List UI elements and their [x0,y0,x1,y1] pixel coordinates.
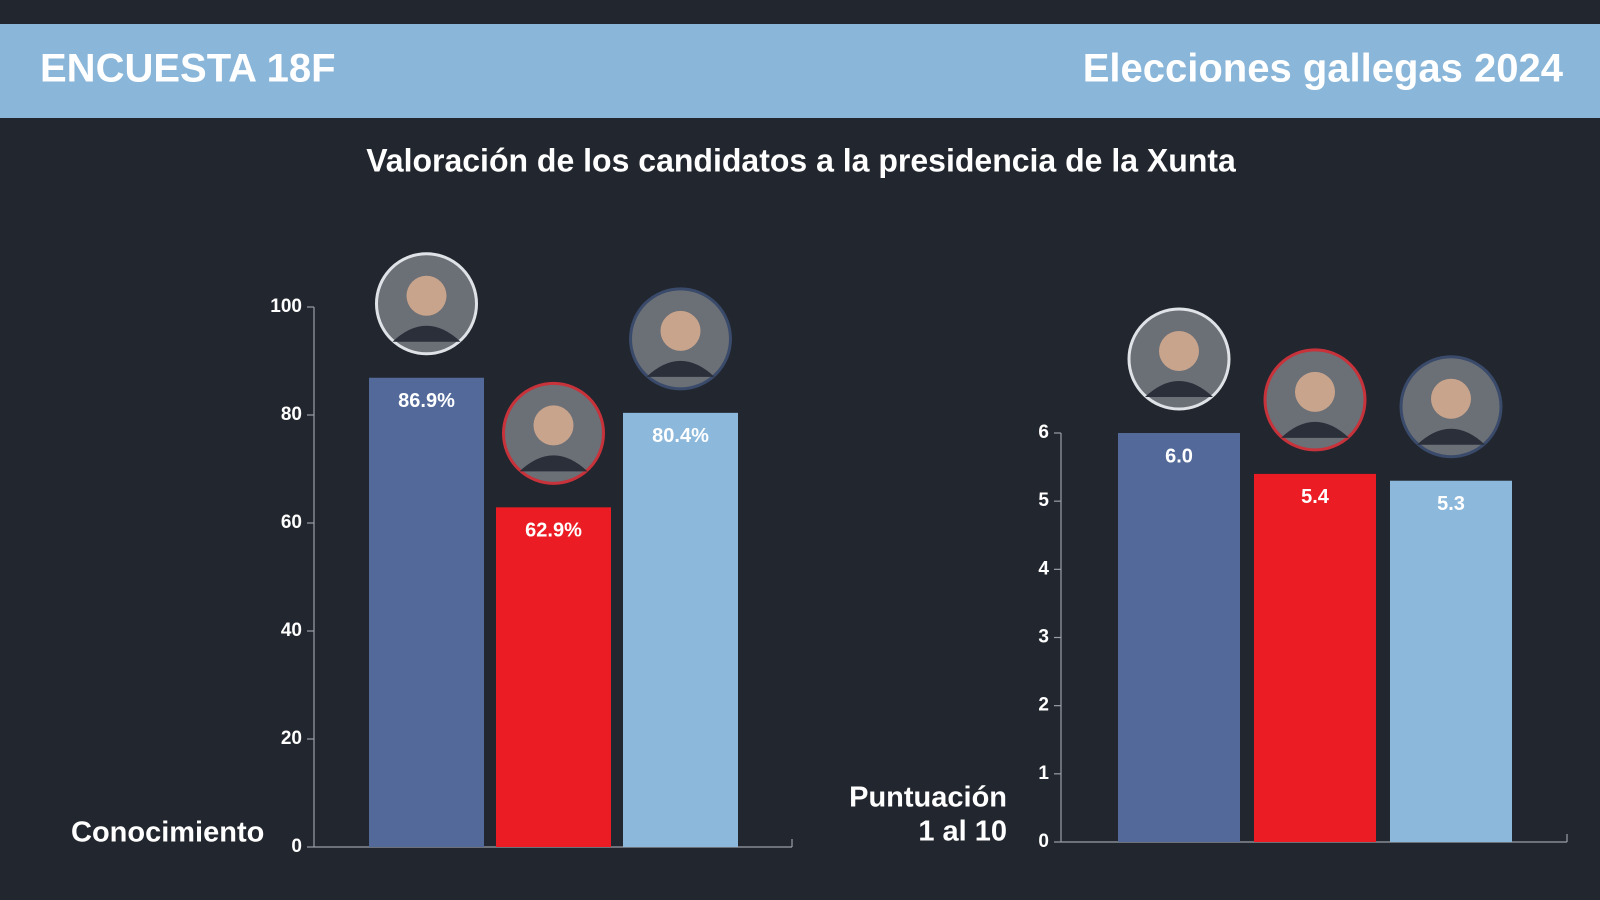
chart-title: Valoración de los candidatos a la presid… [366,142,1236,178]
y-tick-label: 100 [270,296,302,317]
header-right: Elecciones gallegas 2024 [1083,47,1564,91]
y-axis-label: 1 al 10 [918,816,1007,848]
y-tick-label: 2 [1038,695,1049,716]
y-tick-label: 6 [1038,422,1049,443]
header-band [0,24,1600,118]
candidate-photo-head [1431,378,1471,419]
bar [623,412,738,847]
candidate-photo-head [406,275,447,316]
y-tick-label: 60 [281,512,302,533]
value-label: 5.4 [1301,486,1330,508]
candidate-photo-body [646,360,715,377]
value-label: 80.4% [652,425,709,447]
value-label: 62.9% [525,520,582,542]
y-axis-label: Puntuación [849,782,1007,814]
y-tick-label: 80 [281,404,302,425]
bar [369,377,484,847]
bar [496,507,611,847]
y-tick-label: 0 [1038,831,1049,852]
bar [1390,480,1512,842]
candidate-photo-body [519,455,588,472]
y-axis-label: Conocimiento [71,817,264,849]
y-tick-label: 1 [1038,763,1049,784]
y-tick-label: 40 [281,620,302,641]
candidate-photo-head [533,405,574,446]
candidate-photo-head [660,310,701,351]
value-label: 6.0 [1165,445,1193,467]
candidate-photo-body [1281,421,1349,438]
y-tick-label: 4 [1038,558,1049,579]
candidate-photo-body [1417,428,1485,445]
header-left: ENCUESTA 18F [40,47,336,91]
candidate-photo-head [1159,331,1199,371]
bar [1118,433,1240,842]
y-tick-label: 20 [281,728,302,749]
value-label: 86.9% [398,390,455,412]
y-tick-label: 3 [1038,627,1049,648]
bar [1254,473,1376,842]
candidate-photo-head [1295,371,1335,412]
candidate-photo-body [1145,381,1213,397]
y-tick-label: 5 [1038,490,1049,511]
y-tick-label: 0 [291,836,302,857]
candidate-photo-body [392,325,461,342]
value-label: 5.3 [1437,493,1465,515]
